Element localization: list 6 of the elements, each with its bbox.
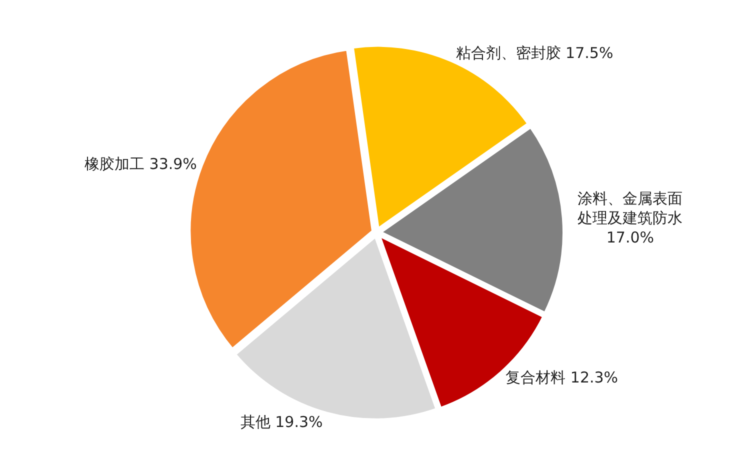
slice-label: 复合材料 12.3%: [506, 368, 618, 387]
slice-label: 涂料、金属表面处理及建筑防水: [578, 189, 683, 227]
data-label: 17.0%: [606, 228, 654, 246]
slice-label: 其他 19.3%: [240, 412, 323, 431]
slice-label: 橡胶加工 33.9%: [84, 155, 197, 174]
slice-label: 粘合剂、密封胶 17.5%: [456, 44, 614, 62]
